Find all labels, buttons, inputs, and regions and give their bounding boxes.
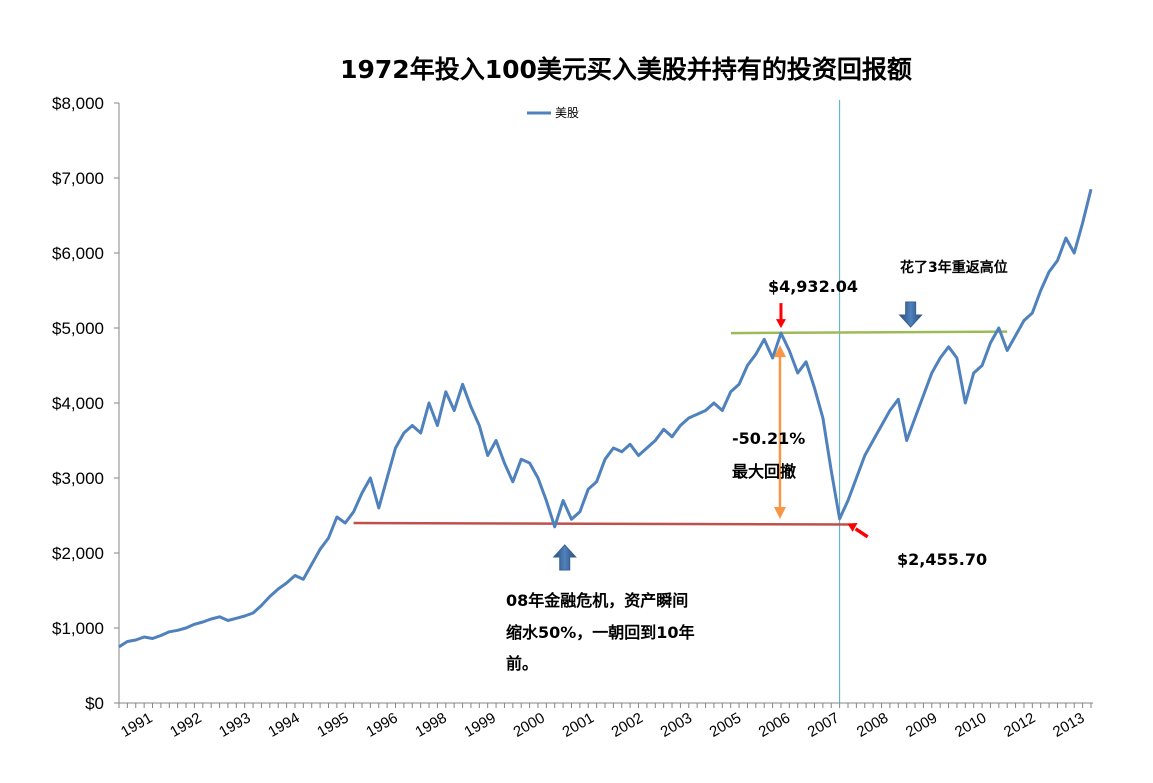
x-tick-label: 2008: [854, 709, 891, 740]
y-tick-label: $5,000: [52, 319, 104, 338]
legend-label: 美股: [555, 106, 579, 120]
drawdown-arrow-head-up: [773, 345, 786, 358]
trough-value-label: $2,455.70: [897, 550, 987, 569]
x-tick-label: 2010: [952, 709, 989, 740]
x-tick-label: 1994: [265, 709, 302, 740]
blue-down-arrow-shape: [898, 301, 923, 328]
peak-level-line: [730, 330, 1008, 335]
blue-up-arrow: [552, 544, 577, 571]
x-tick-label: 2007: [805, 709, 842, 740]
x-tick-label: 2012: [1001, 709, 1038, 740]
x-tick-label: 1992: [167, 709, 204, 740]
x-tick-labels: 1991 1992 1993 1994 1995 1996 1998 1999 2000 2001…: [118, 709, 1087, 740]
peak-value-label: $4,932.04: [768, 277, 858, 296]
x-tick-label: 2002: [609, 709, 646, 740]
recovery-text-label: 花了3年重返高位: [900, 259, 1008, 276]
y-tick-label: $2,000: [52, 544, 104, 563]
x-tick-label: 2013: [1050, 709, 1087, 740]
x-tick-label: 2005: [707, 709, 744, 740]
x-tick-label: 2003: [658, 709, 695, 740]
x-tick-label: 1996: [363, 709, 400, 740]
y-ticks: $0 $1,000 $2,000 $3,000 $4,000 $5,000 $6,000 $7…: [52, 94, 119, 713]
x-tick-label: 1993: [216, 709, 253, 740]
trough-arrow-head: [847, 522, 858, 532]
drawdown-text-label: 最大回撤: [732, 462, 796, 481]
x-minor-ticks: [118, 703, 1092, 708]
x-tick-label: 1995: [314, 709, 351, 740]
y-tick-label: $0: [85, 694, 104, 713]
y-tick-label: $4,000: [52, 394, 104, 413]
legend: 美股: [527, 106, 579, 120]
blue-up-arrow-shape: [552, 544, 577, 571]
x-tick-label: 2000: [510, 709, 547, 740]
series-line-us-stocks: [118, 188, 1093, 649]
peak-arrow-head: [775, 319, 786, 329]
y-tick-label: $3,000: [52, 469, 104, 488]
x-tick-label: 1999: [461, 709, 498, 740]
x-tick-label: 2009: [903, 709, 940, 740]
trough-level-line: [353, 521, 855, 526]
y-tick-label: $6,000: [52, 244, 104, 263]
chart-title: 1972年投入100美元买入美股并持有的投资回报额: [340, 55, 912, 84]
y-tick-label: $8,000: [52, 94, 104, 113]
x-tick-label: 2001: [560, 709, 597, 740]
drawdown-arrow: [773, 345, 786, 519]
crisis-text-line1: 08年金融危机，资产瞬间: [506, 591, 688, 610]
y-tick-label: $7,000: [52, 169, 104, 188]
crisis-text-line3: 前。: [506, 654, 538, 673]
x-tick-label: 2006: [756, 709, 793, 740]
drawdown-arrow-head-down: [773, 507, 786, 519]
trough-arrow-shaft: [854, 527, 869, 539]
blue-down-arrow: [898, 301, 923, 328]
y-tick-label: $1,000: [52, 619, 104, 638]
peak-red-arrow: [775, 303, 786, 329]
x-tick-label: 1998: [412, 709, 449, 740]
x-tick-label: 1991: [118, 709, 155, 740]
crisis-text-line2: 缩水50%，一朝回到10年: [506, 623, 695, 642]
drawdown-pct-label: -50.21%: [732, 429, 805, 448]
trough-red-arrow: [847, 522, 869, 539]
